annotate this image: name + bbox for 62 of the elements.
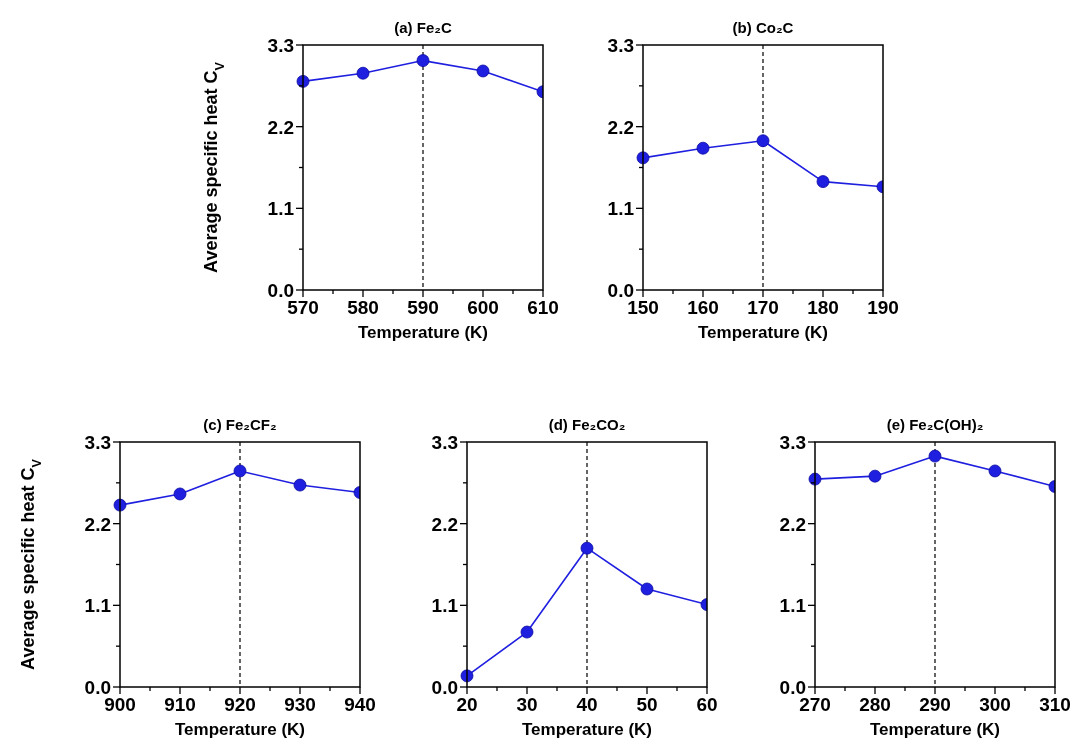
x-tick-label: 160: [687, 297, 719, 318]
x-tick-label: 920: [224, 694, 256, 715]
point: [233, 464, 247, 478]
point: [928, 449, 942, 463]
y-tick-label: 2.2: [84, 513, 111, 535]
point: [988, 464, 1002, 478]
x-tick-label: 40: [576, 694, 598, 715]
y-tick-label: 0.0: [431, 677, 458, 698]
y-tick-label: 3.3: [779, 432, 806, 453]
y-tick-label: 1.1: [431, 595, 459, 617]
x-tick-label: 170: [747, 297, 779, 318]
y-tick-label: 2.2: [607, 116, 634, 138]
x-tick-label: 30: [516, 694, 538, 715]
x-tick-label: 50: [636, 694, 658, 715]
x-tick-label: 60: [696, 694, 718, 715]
point: [696, 141, 710, 155]
y-tick-label: 1.1: [779, 595, 807, 617]
x-tick-label: 310: [1039, 694, 1071, 715]
y-tick-label: 1.1: [607, 198, 635, 220]
x-tick-label: 590: [407, 297, 439, 318]
x-axis-title: Temperature (K): [697, 323, 829, 342]
x-tick-label: 280: [859, 694, 891, 715]
point: [173, 487, 187, 501]
x-axis-title: Temperature (K): [869, 720, 1001, 739]
point: [293, 478, 307, 492]
x-axis-title: Temperature (K): [357, 323, 489, 342]
x-tick-label: 930: [284, 694, 316, 715]
x-axis-title: Temperature (K): [521, 720, 653, 739]
x-tick-label: 910: [164, 694, 196, 715]
chart-title: (a) Fe₂C: [394, 19, 452, 36]
point: [520, 625, 534, 639]
point: [816, 175, 830, 189]
y-tick-label: 3.3: [267, 35, 294, 56]
y-tick-label: 1.1: [267, 198, 295, 220]
point: [580, 541, 594, 555]
chart-title: (e) Fe₂C(OH)₂: [886, 416, 984, 433]
chart-title: (c) Fe₂CF₂: [203, 416, 277, 433]
point: [476, 64, 490, 78]
x-tick-label: 180: [807, 297, 839, 318]
x-tick-label: 940: [344, 694, 376, 715]
point: [868, 469, 882, 483]
y-tick-label: 2.2: [779, 513, 806, 535]
y-tick-label: 1.1: [84, 595, 112, 617]
y-tick-label: 2.2: [431, 513, 458, 535]
x-tick-label: 190: [867, 297, 899, 318]
y-tick-label: 3.3: [431, 432, 458, 453]
x-tick-label: 580: [347, 297, 379, 318]
point: [640, 582, 654, 596]
y-tick-label: 2.2: [267, 116, 294, 138]
chart-title: (b) Co₂C: [732, 19, 794, 36]
x-axis-title: Temperature (K): [174, 720, 306, 739]
x-tick-label: 20: [456, 694, 478, 715]
point: [416, 54, 430, 67]
y-tick-label: 3.3: [84, 432, 111, 453]
x-tick-label: 600: [467, 297, 499, 318]
x-tick-label: 290: [919, 694, 951, 715]
x-tick-label: 610: [527, 297, 559, 318]
point: [356, 66, 370, 80]
y-tick-label: 3.3: [607, 35, 634, 56]
point: [756, 134, 770, 148]
x-tick-label: 300: [979, 694, 1011, 715]
chart-title: (d) Fe₂CO₂: [548, 416, 626, 433]
